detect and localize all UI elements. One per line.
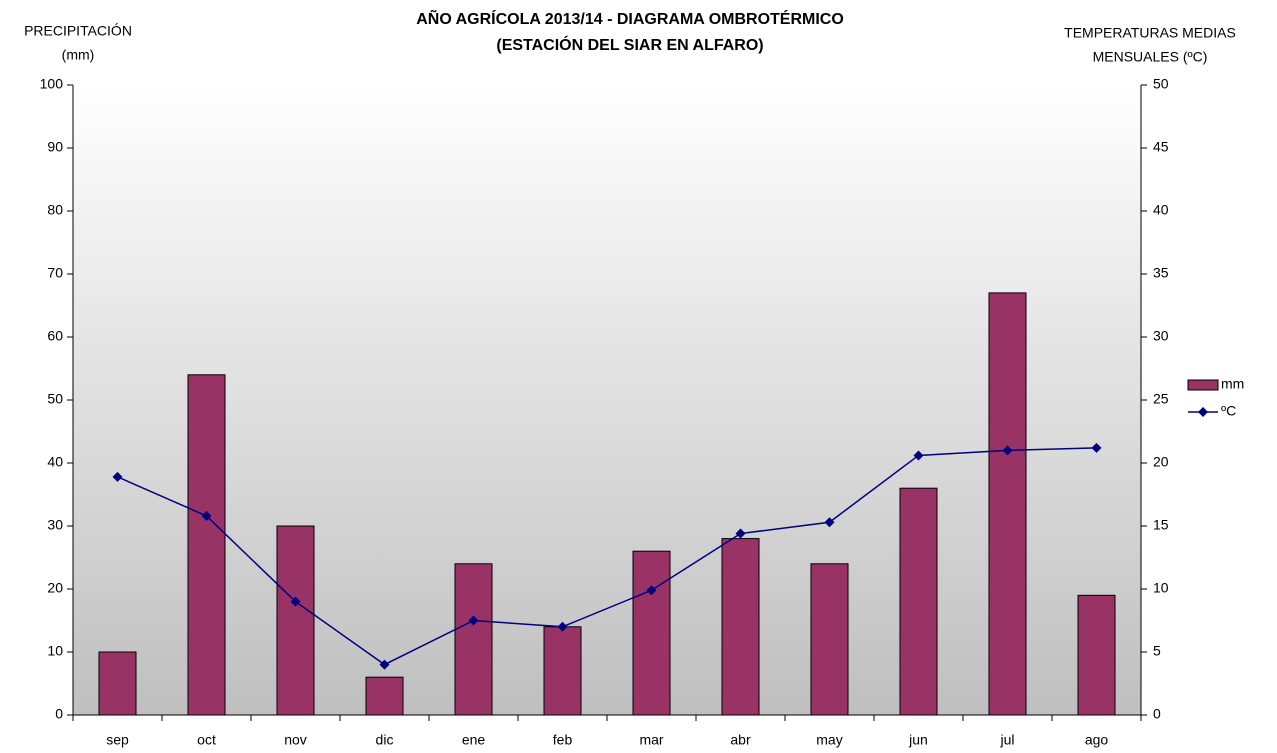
y-tick-label: 70: [47, 265, 63, 281]
x-tick-label: ene: [462, 732, 486, 748]
marker: [468, 615, 479, 626]
y2-tick-label: 30: [1153, 328, 1169, 344]
y2-tick-label: 5: [1153, 643, 1161, 659]
x-tick-label: feb: [553, 732, 573, 748]
x-tick-label: sep: [106, 732, 129, 748]
x-tick-label: mar: [639, 732, 663, 748]
marker: [824, 517, 835, 528]
x-tick-label: jun: [908, 732, 928, 748]
bar: [632, 550, 671, 716]
x-tick-label: may: [816, 732, 842, 748]
x-tick-label: nov: [284, 732, 307, 748]
y2-axis-label: TEMPERATURAS MEDIAS: [1064, 25, 1236, 41]
marker: [557, 621, 568, 632]
marker: [201, 510, 212, 521]
x-tick-label: dic: [376, 732, 394, 748]
chart-title: (ESTACIÓN DEL SIAR EN ALFARO): [496, 35, 763, 54]
legend-label: mm: [1221, 376, 1244, 392]
y-tick-label: 90: [47, 139, 63, 155]
bar: [276, 525, 315, 716]
y-tick-label: 0: [55, 706, 63, 722]
y2-tick-label: 50: [1153, 76, 1169, 92]
y-tick-label: 80: [47, 202, 63, 218]
y2-tick-label: 15: [1153, 517, 1169, 533]
chart-title: AÑO AGRÍCOLA 2013/14 - DIAGRAMA OMBROTÉR…: [416, 8, 844, 28]
marker: [913, 450, 924, 461]
y-tick-label: 20: [47, 580, 63, 596]
bar: [543, 626, 582, 716]
bar: [454, 563, 493, 716]
bar: [187, 374, 226, 716]
y2-tick-label: 45: [1153, 139, 1169, 155]
bar: [721, 538, 760, 716]
y2-tick-label: 40: [1153, 202, 1169, 218]
bar: [899, 487, 938, 716]
marker: [735, 528, 746, 539]
y2-tick-label: 0: [1153, 706, 1161, 722]
line: [117, 447, 1097, 666]
y-axis-label: (mm): [62, 47, 95, 63]
y2-axis-label: MENSUALES (ºC): [1093, 49, 1208, 65]
legend-marker: [1198, 407, 1208, 417]
y-tick-label: 30: [47, 517, 63, 533]
marker: [1091, 442, 1102, 453]
marker: [1002, 445, 1013, 456]
y2-tick-label: 35: [1153, 265, 1169, 281]
legend-swatch: [1187, 379, 1219, 391]
y-tick-label: 40: [47, 454, 63, 470]
bar: [1077, 594, 1116, 716]
plot-area: [73, 85, 1141, 715]
x-tick-label: oct: [197, 732, 216, 748]
y-tick-label: 60: [47, 328, 63, 344]
legend-label: ºC: [1221, 403, 1236, 419]
y-tick-label: 10: [47, 643, 63, 659]
marker: [379, 659, 390, 670]
bar: [365, 676, 404, 716]
y2-tick-label: 10: [1153, 580, 1169, 596]
y2-tick-label: 25: [1153, 391, 1169, 407]
y-tick-label: 100: [40, 76, 64, 92]
y2-tick-label: 20: [1153, 454, 1169, 470]
x-tick-label: abr: [730, 732, 751, 748]
x-tick-label: ago: [1085, 732, 1109, 748]
marker: [112, 471, 123, 482]
marker: [646, 585, 657, 596]
bar: [98, 651, 137, 716]
x-tick-label: jul: [999, 732, 1014, 748]
y-tick-label: 50: [47, 391, 63, 407]
y-axis-label: PRECIPITACIÓN: [24, 23, 132, 39]
marker: [290, 596, 301, 607]
bar: [810, 563, 849, 716]
bar: [988, 292, 1027, 716]
